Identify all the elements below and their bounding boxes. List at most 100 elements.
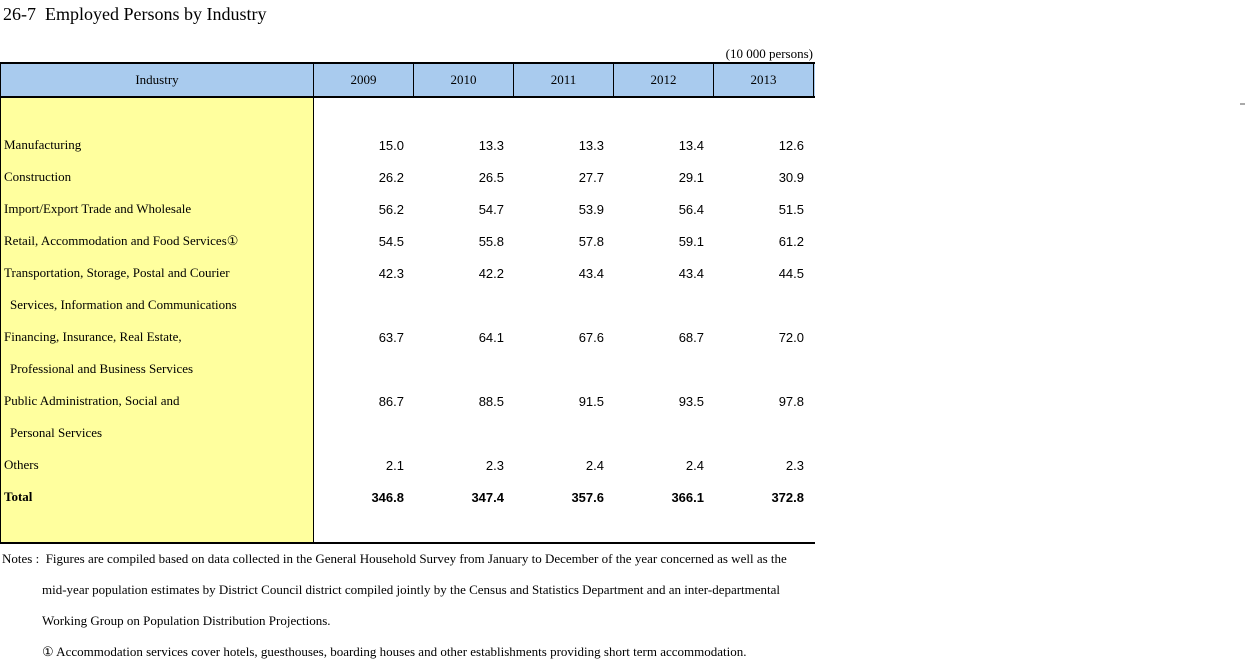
- value-cell: [714, 289, 814, 321]
- value-cell: [514, 417, 614, 449]
- value-cell: 372.8: [771, 489, 804, 505]
- note-line-1: Notes : Figures are compiled based on da…: [2, 551, 787, 566]
- value-cell: 2.3: [485, 457, 504, 473]
- value-cell: [514, 289, 614, 321]
- value-cell: 72.0: [778, 329, 804, 345]
- stray-mark: [1240, 103, 1245, 105]
- value-cell: 2.4: [685, 457, 704, 473]
- table-body: Manufacturing 15.0 13.3 13.3 13.4 12.6 C…: [0, 98, 815, 544]
- value-cell: 29.1: [678, 169, 704, 185]
- industry-cell: Retail, Accommodation and Food Services①: [0, 225, 314, 257]
- notes-section: Notes : Figures are compiled based on da…: [0, 544, 1247, 668]
- spacer-row: [0, 98, 815, 129]
- value-cell: 357.6: [571, 489, 604, 505]
- table-row-public-admin-cont: Personal Services: [0, 417, 815, 449]
- value-cell: 13.3: [578, 137, 604, 153]
- industry-cell: Construction: [0, 161, 314, 193]
- header-cell-year-2011: 2011: [514, 64, 614, 96]
- value-cell: [314, 353, 414, 385]
- industry-cell: Public Administration, Social and: [0, 385, 314, 417]
- header-cell-year-2010: 2010: [414, 64, 514, 96]
- value-cell: 12.6: [778, 137, 804, 153]
- value-cell: 61.2: [778, 233, 804, 249]
- header-cell-year-2013: 2013: [714, 64, 814, 96]
- value-cell: [314, 289, 414, 321]
- industry-cell: Services, Information and Communications: [0, 289, 314, 321]
- table-row-manufacturing: Manufacturing 15.0 13.3 13.3 13.4 12.6: [0, 129, 815, 161]
- value-cell: 55.8: [478, 233, 504, 249]
- value-cell: 2.3: [785, 457, 804, 473]
- industry-cell: Transportation, Storage, Postal and Cour…: [0, 257, 314, 289]
- table-row-public-admin: Public Administration, Social and 86.7 8…: [0, 385, 815, 417]
- value-cell: 68.7: [678, 329, 704, 345]
- industry-column-spacer: [0, 98, 314, 129]
- value-cell: 97.8: [778, 393, 804, 409]
- value-cell: [314, 417, 414, 449]
- value-cell: 2.1: [385, 457, 404, 473]
- value-cell: 86.7: [378, 393, 404, 409]
- value-cell: 366.1: [671, 489, 704, 505]
- value-cell: 43.4: [678, 265, 704, 281]
- value-cell: 43.4: [578, 265, 604, 281]
- employed-persons-table: Industry 2009 2010 2011 2012 2013 Manufa…: [0, 62, 815, 544]
- industry-cell: Import/Export Trade and Wholesale: [0, 193, 314, 225]
- value-cell: 63.7: [378, 329, 404, 345]
- value-cell: 67.6: [578, 329, 604, 345]
- value-cell: 53.9: [578, 201, 604, 217]
- table-row-construction: Construction 26.2 26.5 27.7 29.1 30.9: [0, 161, 815, 193]
- value-cell: 2.4: [585, 457, 604, 473]
- value-cell: [414, 289, 514, 321]
- value-cell: 42.3: [378, 265, 404, 281]
- value-cell: 93.5: [678, 393, 704, 409]
- value-cell: [614, 417, 714, 449]
- value-cell: 57.8: [578, 233, 604, 249]
- table-row-total: Total 346.8 347.4 357.6 366.1 372.8: [0, 481, 815, 513]
- table-row-retail: Retail, Accommodation and Food Services①…: [0, 225, 815, 257]
- value-cell: 54.7: [478, 201, 504, 217]
- value-cell: 42.2: [478, 265, 504, 281]
- header-cell-year-2012: 2012: [614, 64, 714, 96]
- value-cell: [514, 353, 614, 385]
- value-cell: 26.2: [378, 169, 404, 185]
- table-row-transportation: Transportation, Storage, Postal and Cour…: [0, 257, 815, 289]
- industry-cell: Financing, Insurance, Real Estate,: [0, 321, 314, 353]
- table-row-import-export: Import/Export Trade and Wholesale 56.2 5…: [0, 193, 815, 225]
- value-cell: 51.5: [778, 201, 804, 217]
- table-header-row: Industry 2009 2010 2011 2012 2013: [0, 62, 815, 98]
- table-row-transportation-cont: Services, Information and Communications: [0, 289, 815, 321]
- value-cell: 26.5: [478, 169, 504, 185]
- industry-column-spacer: [0, 513, 314, 542]
- note-line-2: mid-year population estimates by Distric…: [42, 582, 781, 597]
- table-row-financing: Financing, Insurance, Real Estate, 63.7 …: [0, 321, 815, 353]
- industry-cell: Manufacturing: [0, 129, 314, 161]
- value-cell: [714, 353, 814, 385]
- table-row-financing-cont: Professional and Business Services: [0, 353, 815, 385]
- value-cell: 56.4: [678, 201, 704, 217]
- table-row-others: Others 2.1 2.3 2.4 2.4 2.3: [0, 449, 815, 481]
- value-cell: 56.2: [378, 201, 404, 217]
- value-cell: [614, 289, 714, 321]
- value-cell: 13.3: [478, 137, 504, 153]
- unit-label: (10 000 persons): [725, 46, 813, 61]
- value-cell: 347.4: [471, 489, 504, 505]
- value-cell: 91.5: [578, 393, 604, 409]
- value-cell: [414, 353, 514, 385]
- value-cell: [414, 417, 514, 449]
- spacer-row: [0, 513, 815, 542]
- value-cell: 30.9: [778, 169, 804, 185]
- header-cell-industry: Industry: [0, 64, 314, 96]
- value-cell: 64.1: [478, 329, 504, 345]
- header-cell-year-2009: 2009: [314, 64, 414, 96]
- industry-cell: Personal Services: [0, 417, 314, 449]
- value-cell: [714, 417, 814, 449]
- value-cell: 59.1: [678, 233, 704, 249]
- note-line-4: ① Accommodation services cover hotels, g…: [42, 644, 747, 659]
- page-title: 26-7 Employed Persons by Industry: [3, 4, 267, 24]
- industry-cell: Others: [0, 449, 314, 481]
- value-cell: 15.0: [378, 137, 404, 153]
- value-cell: [614, 353, 714, 385]
- value-cell: 13.4: [678, 137, 704, 153]
- industry-cell-total: Total: [0, 481, 314, 513]
- value-cell: 88.5: [478, 393, 504, 409]
- industry-cell: Professional and Business Services: [0, 353, 314, 385]
